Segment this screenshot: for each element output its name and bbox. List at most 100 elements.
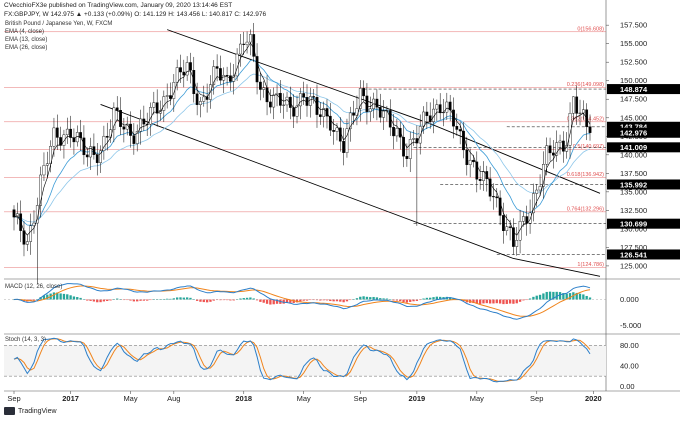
macd-histogram-bar (126, 299, 129, 301)
candle-body (575, 96, 579, 114)
candle-body (162, 96, 166, 111)
macd-histogram-bar (339, 299, 342, 302)
y-tick-label: 157.500 (620, 21, 647, 30)
macd-histogram-bar (209, 299, 212, 302)
candle-body (272, 94, 276, 108)
candle-body (368, 108, 372, 112)
macd-histogram-bar (548, 291, 552, 300)
ema13-line (13, 59, 591, 226)
candle-body (259, 81, 262, 90)
legend-ema26: EMA (26, close) (5, 45, 48, 51)
candle-body (398, 128, 402, 138)
macd-histogram-bar (565, 293, 568, 300)
ema4-line (13, 42, 591, 236)
macd-histogram-bar (245, 297, 249, 300)
macd-histogram-bar (205, 299, 209, 303)
stoch-label: Stoch (14, 3, 3) (5, 337, 47, 343)
candle-body (422, 111, 425, 127)
price-badge-label: 126.541 (620, 250, 647, 259)
ema26-line (13, 73, 591, 223)
x-tick-label: 2017 (62, 394, 79, 403)
macd-histogram-bar (422, 298, 425, 300)
candle-body (122, 126, 126, 130)
macd-histogram-bar (505, 299, 508, 304)
candle-body (222, 74, 226, 81)
macd-histogram-bar (222, 299, 225, 301)
macd-histogram-bar (475, 299, 478, 304)
candle-body (318, 114, 322, 117)
macd-histogram-bar (528, 298, 532, 300)
candle-body (65, 128, 69, 136)
macd-histogram-bar (102, 299, 106, 302)
candle-body (302, 93, 306, 98)
candle-body (412, 138, 415, 140)
macd-histogram-bar (588, 297, 592, 300)
macd-histogram-bar (289, 299, 292, 303)
macd-histogram-bar (369, 297, 372, 300)
macd-histogram-bar (315, 299, 319, 301)
macd-histogram-bar (142, 299, 146, 301)
candle-body (312, 96, 316, 98)
tradingview-brand[interactable]: TradingView (4, 407, 57, 415)
macd-histogram-bar (542, 293, 545, 300)
price-badge-label: 130.699 (620, 219, 647, 228)
y-tick-label: 155.000 (620, 39, 647, 48)
fib-level-label: 0.764(132.296) (567, 206, 604, 212)
candle-body (495, 196, 499, 199)
candle-body (142, 118, 146, 125)
macd-histogram-bar (229, 299, 232, 301)
price-badge-label: 148.874 (620, 85, 648, 94)
candle-body (448, 101, 452, 111)
macd-histogram-bar (295, 299, 299, 303)
candle-body (525, 216, 529, 224)
x-tick-label: May (297, 394, 311, 403)
x-tick-label: May (470, 394, 484, 403)
candle-body (169, 95, 172, 99)
candle-body (558, 140, 562, 143)
candle-body (189, 62, 192, 71)
macd-histogram-bar (578, 293, 582, 300)
candle-body (55, 127, 59, 138)
macd-histogram-bar (319, 299, 322, 301)
candle-body (438, 104, 442, 114)
candle-body (225, 74, 229, 76)
macd-histogram-bar (329, 299, 332, 302)
candle-body (245, 41, 249, 45)
tradingview-logo-icon (4, 407, 15, 415)
candle-body (62, 134, 66, 146)
macd-histogram-bar (76, 297, 79, 300)
candle-body (278, 92, 282, 106)
candle-body (535, 189, 539, 194)
candle-body (528, 212, 532, 224)
macd-histogram-bar (449, 297, 452, 300)
candle-body (545, 145, 549, 165)
macd-histogram-bar (86, 299, 89, 301)
candle-body (478, 178, 482, 181)
candle-body (89, 146, 92, 158)
macd-histogram-bar (429, 297, 432, 300)
fib-level-label: 1(124.786) (577, 262, 604, 268)
candle-body (482, 171, 485, 181)
macd-histogram-bar (62, 293, 66, 300)
candle-body (555, 142, 559, 156)
macd-histogram-bar (66, 294, 69, 300)
candle-body (328, 115, 332, 131)
macd-histogram-bar (272, 299, 275, 305)
macd-histogram-bar (52, 292, 56, 300)
candle-body (488, 178, 492, 197)
candle-body (112, 107, 116, 130)
macd-histogram-bar (59, 293, 62, 300)
price-badge (607, 218, 680, 229)
macd-histogram-bar (212, 299, 215, 301)
macd-histogram-bar (175, 297, 179, 300)
macd-histogram-bar (239, 298, 242, 300)
macd-histogram-bar (275, 299, 279, 304)
macd-histogram-bar (402, 299, 405, 303)
macd-histogram-bar (79, 297, 82, 300)
candle-body (239, 43, 242, 55)
macd-histogram-bar (409, 299, 412, 302)
candle-body (502, 215, 505, 231)
candle-body (29, 225, 33, 242)
candle-body (179, 67, 182, 73)
